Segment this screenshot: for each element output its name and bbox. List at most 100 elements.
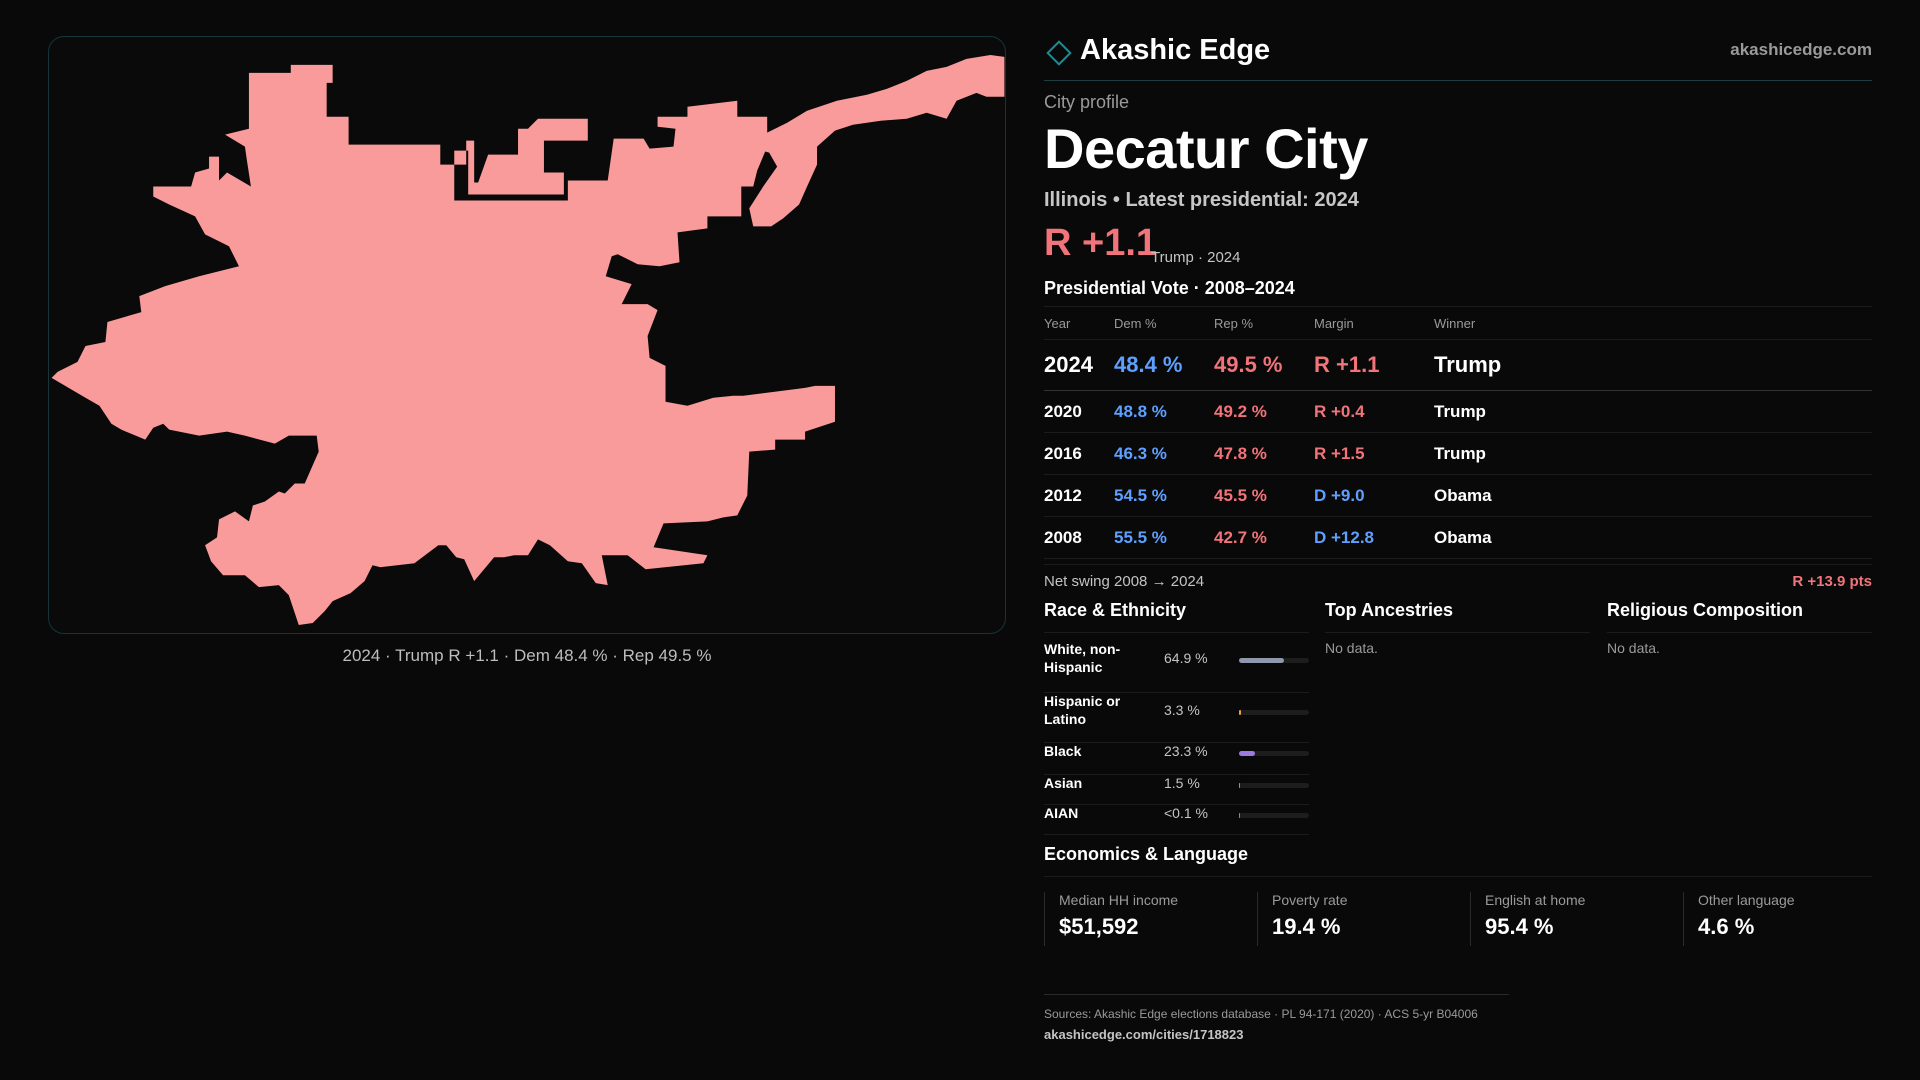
col-year: Year [1044, 306, 1114, 340]
ancestries-empty: No data. [1325, 640, 1378, 656]
vote-dem-pct: 48.8 % [1114, 390, 1214, 433]
vote-row-2020: 2020 48.8 % 49.2 % R +0.4 Trump [1044, 390, 1872, 433]
religion-empty: No data. [1607, 640, 1660, 656]
city-boundary-shape[interactable] [51, 54, 1005, 626]
col-margin: Margin [1314, 306, 1434, 340]
vote-section-title: Presidential Vote · 2008–2024 [1044, 278, 1295, 298]
economics-section-header: Economics & Language [1044, 842, 1872, 877]
vote-rep-pct: 42.7 % [1214, 516, 1314, 559]
vote-winner: Trump [1434, 432, 1872, 475]
race-bar-track [1239, 658, 1309, 663]
vote-dem-pct: 55.5 % [1114, 516, 1214, 559]
vote-dem-pct: 54.5 % [1114, 474, 1214, 517]
vote-rep-pct: 45.5 % [1214, 474, 1314, 517]
map-caption: 2024 · Trump R +1.1 · Dem 48.4 % · Rep 4… [342, 646, 712, 665]
race-pct: 3.3 % [1164, 702, 1200, 718]
race-row: White, non-Hispanic 64.9 % [1044, 640, 1309, 693]
stat-english-at-home: English at home 95.4 % [1470, 892, 1675, 946]
vote-year: 2016 [1044, 432, 1114, 475]
race-label: Black [1044, 743, 1082, 759]
race-bar-track [1239, 813, 1309, 818]
col-winner: Winner [1434, 306, 1872, 340]
race-bar-fill [1239, 658, 1285, 663]
race-row: Asian 1.5 % [1044, 774, 1309, 805]
race-bar-fill [1239, 783, 1241, 788]
vote-margin: R +0.4 [1314, 390, 1434, 433]
vote-winner: Obama [1434, 474, 1872, 517]
race-row: Black 23.3 % [1044, 742, 1309, 775]
sources-text: Sources: Akashic Edge elections database… [1044, 1007, 1478, 1021]
race-label: AIAN [1044, 805, 1079, 821]
race-section-header: Race & Ethnicity [1044, 600, 1309, 633]
race-pct: 1.5 % [1164, 775, 1200, 791]
vote-row-2012: 2012 54.5 % 45.5 % D +9.0 Obama [1044, 474, 1872, 517]
race-label: Hispanic or Latino [1044, 693, 1121, 727]
ancestries-section-title: Top Ancestries [1325, 600, 1454, 620]
race-pct: <0.1 % [1164, 805, 1208, 821]
stat-label: English at home [1485, 892, 1586, 908]
sources-footer: Sources: Akashic Edge elections database… [1044, 994, 1509, 1042]
race-bar-track [1239, 710, 1309, 715]
vote-dem-pct: 46.3 % [1114, 432, 1214, 475]
religion-section-header: Religious Composition [1607, 600, 1872, 633]
source-url-link[interactable]: akashicedge.com/cities/1718823 [1044, 1027, 1244, 1042]
vote-rep-pct: 47.8 % [1214, 432, 1314, 475]
race-pct: 64.9 % [1164, 650, 1208, 666]
headline-margin-note: Trump · 2024 [1151, 249, 1241, 266]
stat-median-income: Median HH income $51,592 [1044, 892, 1249, 946]
race-row: Hispanic or Latino 3.3 % [1044, 692, 1309, 743]
vote-margin: R +1.5 [1314, 432, 1434, 475]
diamond-logo-icon [1046, 40, 1072, 66]
col-dem: Dem % [1114, 306, 1214, 340]
vote-winner: Trump [1434, 390, 1872, 433]
vote-margin: D +9.0 [1314, 474, 1434, 517]
headline-margin: R +1.1 [1044, 222, 1158, 264]
ancestries-section-header: Top Ancestries [1325, 600, 1590, 633]
profile-subtitle: Illinois • Latest presidential: 2024 [1044, 189, 1359, 211]
race-label: Asian [1044, 775, 1083, 791]
vote-year: 2020 [1044, 390, 1114, 433]
net-swing-value: R +13.9 pts [1792, 573, 1872, 590]
stat-poverty-rate: Poverty rate 19.4 % [1257, 892, 1462, 946]
vote-row-2016: 2016 46.3 % 47.8 % R +1.5 Trump [1044, 432, 1872, 475]
vote-row-2024: 2024 48.4 % 49.5 % R +1.1 Trump [1044, 339, 1872, 391]
race-pct: 23.3 % [1164, 743, 1208, 759]
stat-value: 19.4 % [1272, 914, 1341, 939]
col-rep: Rep % [1214, 306, 1314, 340]
race-label: White, non-Hispanic [1044, 641, 1121, 675]
vote-rep-pct: 49.2 % [1214, 390, 1314, 433]
map-panel[interactable] [48, 36, 1006, 634]
race-bar-fill [1239, 813, 1241, 818]
vote-row-2008: 2008 55.5 % 42.7 % D +12.8 Obama [1044, 516, 1872, 559]
vote-margin: D +12.8 [1314, 516, 1434, 559]
stat-label: Median HH income [1059, 892, 1179, 908]
vote-winner: Obama [1434, 516, 1872, 559]
stat-value: $51,592 [1059, 914, 1139, 939]
race-section-title: Race & Ethnicity [1044, 600, 1187, 620]
stat-value: 95.4 % [1485, 914, 1554, 939]
page-title: Decatur City [1044, 117, 1368, 180]
brand-header: Akashic Edge akashicedge.com [1044, 32, 1872, 81]
vote-dem-pct: 48.4 % [1114, 339, 1214, 391]
race-bar-fill [1239, 710, 1242, 715]
vote-margin: R +1.1 [1314, 339, 1434, 391]
net-swing-row: Net swing 2008 → 2024 R +13.9 pts [1044, 564, 1872, 601]
city-boundary-map[interactable] [49, 37, 1005, 633]
race-row: AIAN <0.1 % [1044, 804, 1309, 835]
vote-year: 2012 [1044, 474, 1114, 517]
race-bar-track [1239, 783, 1309, 788]
vote-table-header: Year Dem % Rep % Margin Winner [1044, 306, 1872, 340]
stat-other-language: Other language 4.6 % [1683, 892, 1888, 946]
vote-rep-pct: 49.5 % [1214, 339, 1314, 391]
race-bar-fill [1239, 751, 1256, 756]
economics-section-title: Economics & Language [1044, 844, 1249, 864]
vote-year: 2024 [1044, 339, 1114, 391]
vote-winner: Trump [1434, 339, 1872, 391]
brand-url-link[interactable]: akashicedge.com [1730, 40, 1872, 59]
stat-label: Poverty rate [1272, 892, 1348, 908]
religion-section-title: Religious Composition [1607, 600, 1803, 620]
profile-kicker: City profile [1044, 92, 1130, 112]
net-swing-label: Net swing 2008 → 2024 [1044, 573, 1205, 590]
race-bar-track [1239, 751, 1309, 756]
vote-table: Year Dem % Rep % Margin Winner 2024 48.4 … [1044, 306, 1872, 559]
